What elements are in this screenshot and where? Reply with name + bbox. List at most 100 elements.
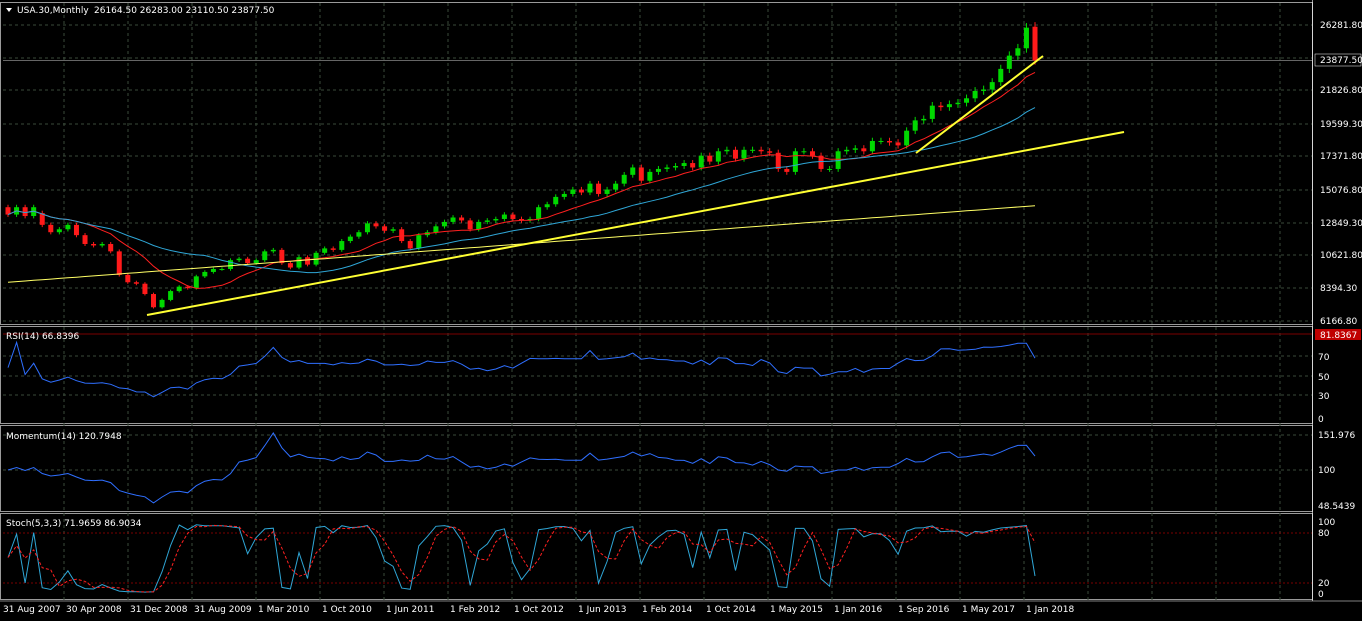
candle[interactable] — [159, 299, 165, 308]
candle[interactable] — [373, 223, 379, 227]
candle[interactable] — [784, 168, 790, 172]
candle[interactable] — [519, 218, 524, 221]
trendline-long[interactable] — [146, 131, 1125, 316]
candle[interactable] — [972, 90, 978, 99]
candle[interactable] — [955, 102, 961, 105]
candle[interactable] — [347, 236, 353, 242]
candle[interactable] — [279, 249, 285, 264]
candle[interactable] — [801, 151, 807, 153]
candle[interactable] — [476, 221, 482, 230]
candle[interactable] — [22, 207, 28, 217]
stoch-main-line[interactable] — [7, 524, 1036, 593]
rsi-line[interactable] — [7, 340, 1036, 398]
trendline-short[interactable] — [915, 55, 1044, 154]
candle[interactable] — [99, 243, 105, 246]
candle[interactable] — [73, 224, 79, 236]
candle[interactable] — [998, 68, 1004, 83]
candle[interactable] — [613, 183, 619, 190]
candle[interactable] — [339, 241, 345, 250]
candle[interactable] — [433, 226, 439, 233]
candle[interactable] — [715, 151, 721, 162]
candle[interactable] — [536, 207, 542, 219]
candle[interactable] — [1032, 26, 1038, 61]
candle[interactable] — [878, 140, 884, 142]
candle[interactable] — [150, 294, 156, 308]
candle[interactable] — [91, 243, 97, 246]
triangle-down-icon[interactable] — [6, 8, 12, 12]
candle[interactable] — [142, 283, 148, 295]
candle[interactable] — [664, 167, 670, 169]
candle[interactable] — [707, 155, 713, 162]
candle[interactable] — [732, 149, 738, 159]
candle[interactable] — [467, 220, 473, 230]
candle[interactable] — [228, 260, 234, 270]
candle[interactable] — [450, 217, 456, 222]
candle[interactable] — [869, 140, 875, 152]
candle[interactable] — [895, 142, 901, 146]
candle[interactable] — [758, 149, 764, 152]
candle[interactable] — [382, 226, 388, 231]
candle[interactable] — [887, 140, 893, 143]
candle[interactable] — [638, 167, 644, 181]
candle[interactable] — [441, 221, 447, 227]
candle[interactable] — [587, 183, 593, 193]
candle[interactable] — [852, 148, 858, 150]
indicator-panels[interactable] — [3, 333, 1312, 593]
candle[interactable] — [116, 251, 122, 275]
candle[interactable] — [202, 271, 208, 277]
candle[interactable] — [630, 167, 636, 175]
candle[interactable] — [741, 149, 747, 159]
candle[interactable] — [544, 204, 550, 208]
candle[interactable] — [356, 232, 362, 237]
candle[interactable] — [724, 149, 730, 152]
candle[interactable] — [553, 196, 559, 205]
candle[interactable] — [775, 152, 781, 169]
candle[interactable] — [399, 229, 405, 242]
candle[interactable] — [809, 151, 815, 156]
candle[interactable] — [210, 269, 216, 272]
candle[interactable] — [981, 89, 987, 91]
candle[interactable] — [792, 151, 798, 172]
candle[interactable] — [767, 151, 773, 153]
candle[interactable] — [236, 258, 242, 261]
candle[interactable] — [493, 218, 499, 221]
candle[interactable] — [459, 217, 465, 221]
candle[interactable] — [322, 248, 328, 253]
candle[interactable] — [82, 235, 88, 244]
candle[interactable] — [604, 189, 610, 194]
candle[interactable] — [390, 229, 396, 231]
price-panel[interactable] — [5, 22, 1125, 316]
candle[interactable] — [364, 223, 370, 233]
candle[interactable] — [48, 224, 54, 233]
candle[interactable] — [827, 168, 833, 170]
candle[interactable] — [108, 243, 114, 252]
candle[interactable] — [964, 98, 970, 103]
candle[interactable] — [861, 148, 867, 152]
candle[interactable] — [39, 213, 45, 225]
candle[interactable] — [596, 183, 602, 194]
candle[interactable] — [287, 263, 293, 268]
momentum-line[interactable] — [7, 432, 1036, 504]
candle[interactable] — [484, 220, 490, 222]
candle[interactable] — [698, 155, 704, 168]
candle[interactable] — [946, 104, 952, 108]
candle[interactable] — [407, 241, 413, 249]
candle[interactable] — [185, 286, 191, 289]
candle[interactable] — [168, 291, 174, 300]
candle[interactable] — [561, 193, 567, 197]
candle[interactable] — [904, 130, 910, 146]
candle[interactable] — [262, 251, 268, 261]
candle[interactable] — [929, 105, 935, 119]
candle[interactable] — [305, 257, 311, 265]
candle[interactable] — [330, 248, 336, 250]
candle[interactable] — [1015, 48, 1021, 56]
candle[interactable] — [578, 189, 584, 193]
candle[interactable] — [673, 165, 679, 168]
candle[interactable] — [296, 257, 302, 268]
candle[interactable] — [570, 189, 576, 194]
candle[interactable] — [621, 174, 627, 184]
candle[interactable] — [5, 207, 11, 215]
candle[interactable] — [219, 269, 225, 271]
candle[interactable] — [655, 168, 661, 172]
